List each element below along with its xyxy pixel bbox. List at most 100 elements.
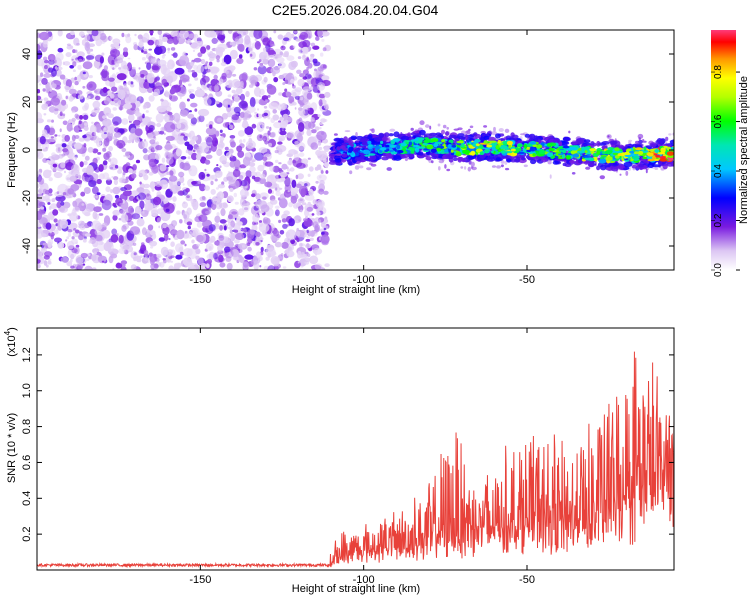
noise-blob: [152, 65, 160, 73]
noise-blob: [47, 260, 52, 265]
noise-blob: [229, 124, 234, 130]
signal-core: [491, 146, 496, 151]
noise-blob: [278, 92, 283, 96]
signal-band: [431, 155, 438, 160]
noise-blob: [234, 159, 241, 170]
noise-blob: [59, 218, 69, 229]
noise-blob: [125, 36, 132, 44]
noise-blob: [176, 34, 184, 42]
noise-blob: [93, 206, 102, 213]
noise-blob: [115, 262, 123, 269]
noise-blob: [146, 62, 152, 70]
noise-blob: [319, 228, 325, 233]
noise-blob: [267, 130, 271, 136]
noise-blob: [53, 229, 59, 235]
noise-blob: [236, 215, 241, 221]
noise-blob: [87, 93, 94, 99]
noise-blob: [287, 243, 295, 252]
noise-blob: [311, 222, 314, 226]
noise-blob: [147, 132, 154, 140]
noise-blob: [290, 60, 298, 68]
noise-blob: [257, 164, 265, 172]
noise-blob: [271, 43, 276, 47]
noise-blob: [109, 130, 112, 134]
noise-blob: [179, 101, 186, 111]
noise-blob: [264, 220, 267, 224]
noise-blob: [244, 35, 251, 45]
noise-blob: [298, 152, 305, 157]
noise-blob: [74, 76, 78, 81]
noise-blob: [120, 187, 127, 192]
signal-halo: [438, 166, 441, 171]
signal-core: [535, 144, 543, 149]
noise-blob: [112, 176, 119, 181]
noise-blob: [57, 183, 69, 194]
noise-blob: [60, 201, 65, 206]
noise-blob: [208, 121, 214, 126]
signal-halo: [370, 163, 377, 167]
signal-band: [486, 156, 495, 162]
noise-blob: [278, 162, 282, 165]
noise-blob: [324, 91, 331, 98]
noise-blob: [236, 57, 244, 65]
noise-blob: [242, 156, 251, 167]
noise-blob: [47, 202, 51, 205]
noise-blob: [229, 229, 233, 234]
signal-core: [549, 152, 554, 157]
signal-halo: [441, 129, 445, 135]
noise-blob: [262, 50, 268, 56]
signal-halo: [349, 170, 353, 175]
noise-blob: [128, 114, 135, 122]
noise-blob: [195, 248, 201, 255]
signal-halo: [453, 128, 460, 131]
noise-blob: [140, 74, 145, 78]
noise-blob: [98, 129, 104, 134]
noise-blob: [82, 238, 87, 243]
signal-halo: [470, 161, 475, 167]
noise-blob: [78, 120, 82, 125]
noise-blob: [166, 171, 170, 175]
noise-blob: [148, 48, 152, 51]
noise-blob: [211, 195, 223, 205]
noise-blob: [171, 63, 175, 67]
noise-blob: [279, 130, 287, 136]
noise-blob: [94, 90, 98, 93]
noise-blob: [91, 121, 94, 125]
noise-blob: [129, 226, 141, 235]
noise-blob: [188, 83, 192, 87]
signal-halo: [359, 165, 364, 169]
noise-blob: [174, 67, 185, 75]
noise-blob: [274, 241, 282, 248]
noise-blob: [274, 186, 281, 193]
noise-blob: [267, 47, 275, 55]
noise-blob: [315, 180, 319, 184]
noise-blob: [293, 30, 298, 34]
noise-blob: [242, 31, 247, 35]
signal-halo: [491, 165, 497, 168]
noise-blob: [110, 101, 116, 106]
noise-blob: [192, 199, 199, 211]
noise-blob: [195, 153, 202, 161]
noise-blob: [94, 54, 104, 62]
noise-blob: [231, 89, 236, 94]
noise-blob: [251, 123, 257, 129]
noise-blob: [265, 126, 270, 129]
noise-blob: [57, 47, 64, 53]
noise-blob: [51, 198, 56, 203]
noise-blob: [52, 209, 59, 216]
signal-core: [374, 146, 382, 150]
noise-blob: [72, 170, 81, 177]
signal-band: [329, 156, 334, 162]
noise-blob: [43, 64, 48, 70]
noise-blob: [159, 172, 165, 178]
signal-band: [599, 164, 607, 171]
noise-blob: [205, 123, 210, 128]
noise-blob: [150, 32, 153, 36]
noise-blob: [276, 57, 285, 63]
noise-blob: [144, 79, 148, 82]
noise-blob: [113, 98, 122, 107]
noise-blob: [57, 242, 65, 249]
noise-blob: [163, 121, 176, 133]
noise-blob: [72, 49, 76, 54]
noise-blob: [151, 209, 158, 217]
